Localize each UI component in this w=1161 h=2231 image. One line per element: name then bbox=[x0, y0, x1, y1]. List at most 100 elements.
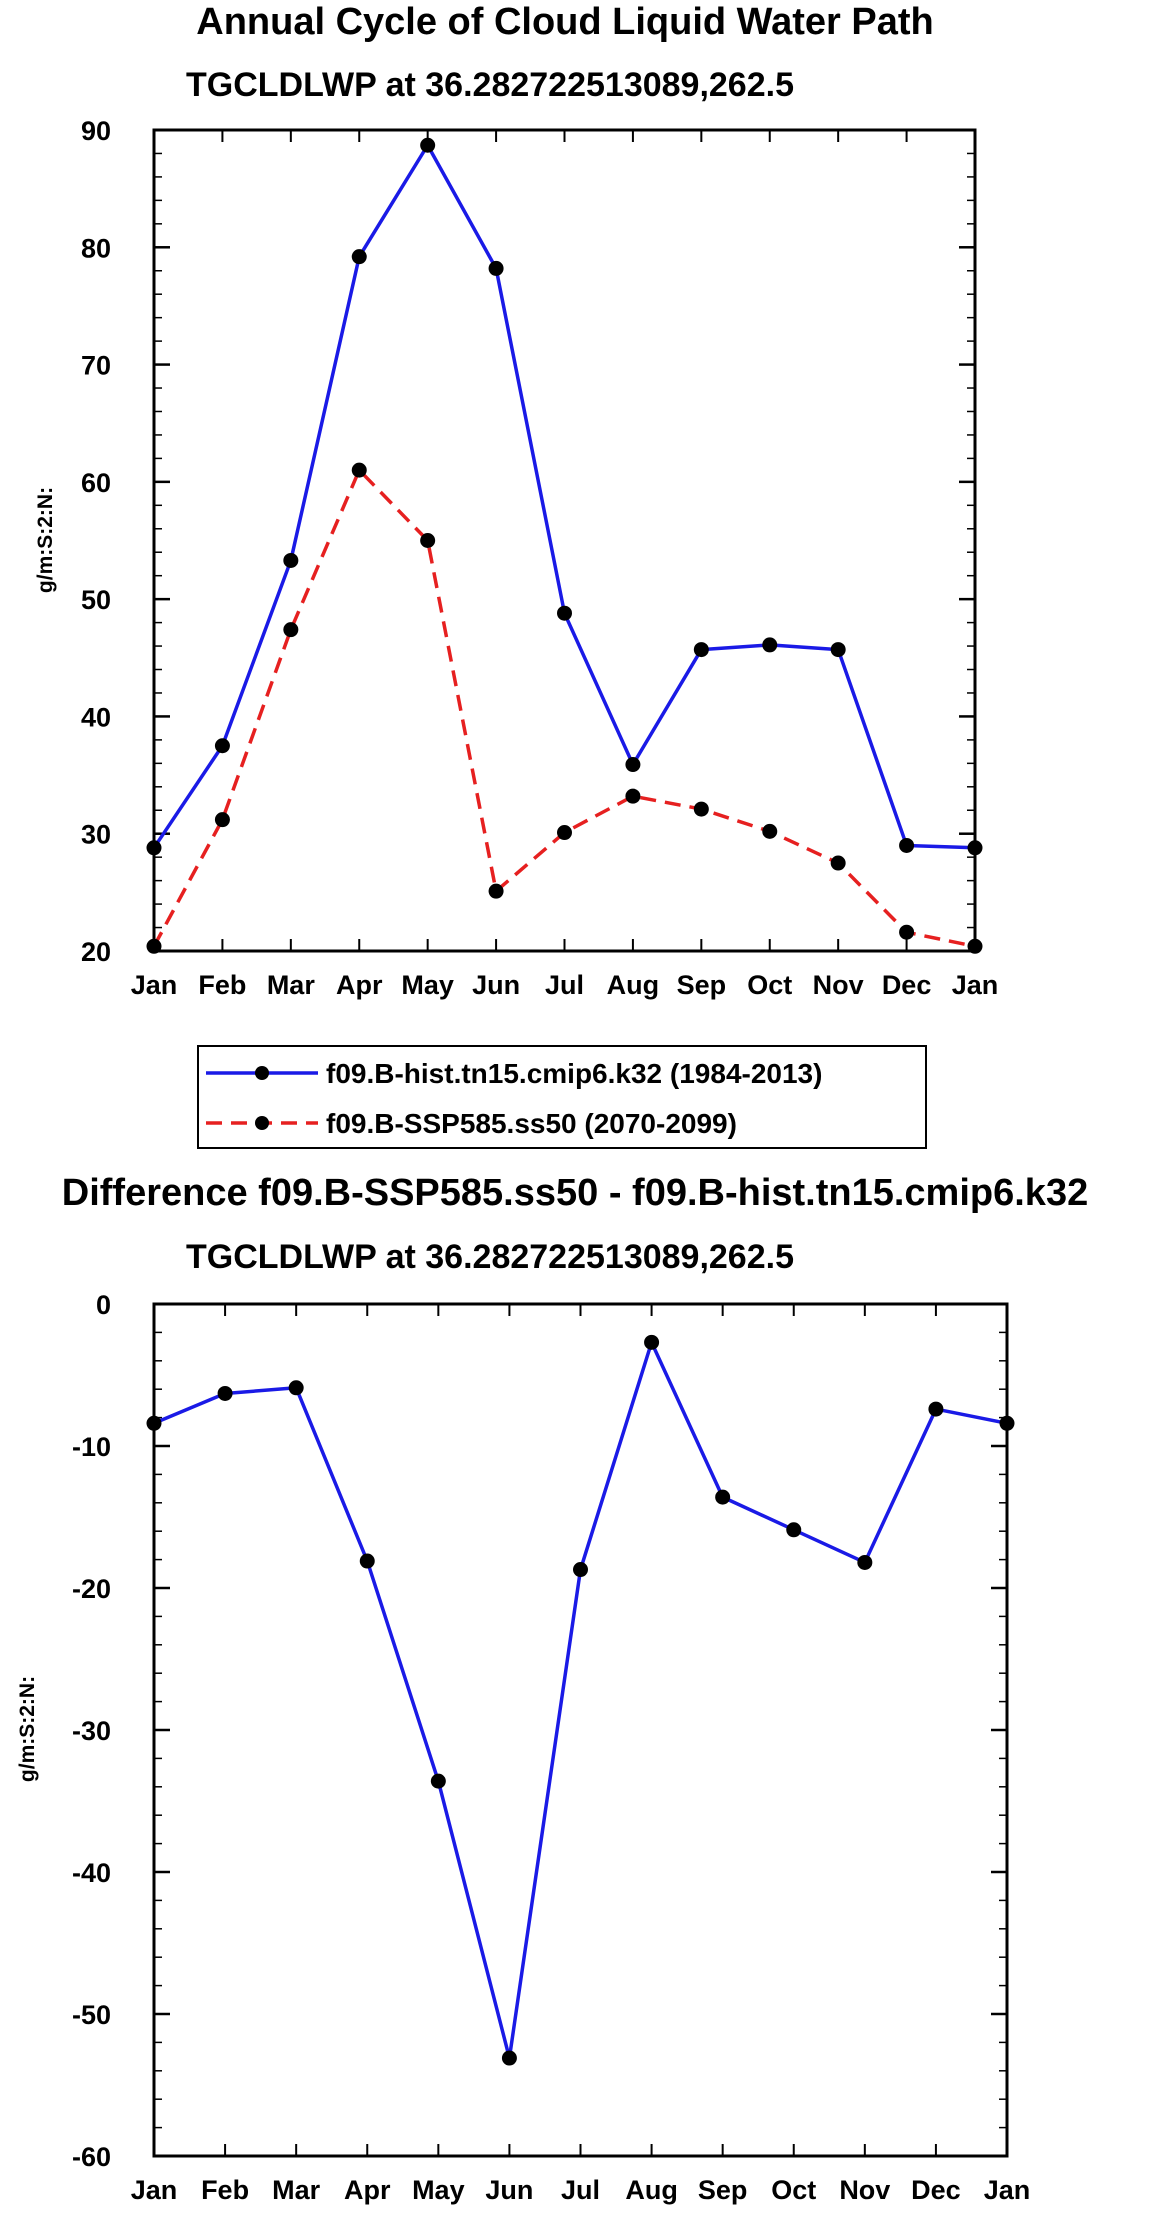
data-point bbox=[928, 1401, 944, 1417]
y-tick-label: 80 bbox=[81, 233, 111, 263]
x-tick-label: May bbox=[401, 970, 454, 1000]
data-point bbox=[899, 837, 915, 853]
chart1-series bbox=[146, 137, 983, 954]
data-point bbox=[644, 1334, 660, 1350]
y-tick-label: 90 bbox=[81, 116, 111, 146]
data-point bbox=[420, 137, 436, 153]
x-tick-label: Dec bbox=[911, 2175, 961, 2205]
x-tick-label: Jun bbox=[472, 970, 520, 1000]
legend-ssp-label: f09.B-SSP585.ss50 (2070-2099) bbox=[326, 1108, 737, 1139]
data-point bbox=[488, 883, 504, 899]
chart1-legend: f09.B-hist.tn15.cmip6.k32 (1984-2013) f0… bbox=[197, 1045, 927, 1149]
data-point bbox=[430, 1773, 446, 1789]
y-tick-label: -20 bbox=[72, 1574, 111, 1604]
data-point bbox=[786, 1522, 802, 1538]
data-point bbox=[351, 462, 367, 478]
x-tick-label: Nov bbox=[813, 970, 864, 1000]
legend-hist-label: f09.B-hist.tn15.cmip6.k32 (1984-2013) bbox=[326, 1058, 822, 1089]
chart1-plot-frame bbox=[152, 128, 977, 953]
y-tick-label: -50 bbox=[72, 2000, 111, 2030]
series-line bbox=[153, 1340, 1008, 2060]
y-tick-label: 70 bbox=[81, 351, 111, 381]
chart2-y-axis-label: g/m:S:2:N: bbox=[16, 1676, 39, 1782]
chart1-y-tick-labels: 20 30 40 50 60 70 80 90 bbox=[81, 116, 111, 967]
data-point bbox=[420, 533, 436, 548]
x-tick-label: Jan bbox=[952, 970, 999, 1000]
data-point bbox=[146, 938, 162, 954]
data-point bbox=[693, 642, 709, 658]
data-point bbox=[625, 757, 641, 773]
x-tick-label: Dec bbox=[882, 970, 932, 1000]
legend-box bbox=[197, 1045, 927, 1149]
x-tick-label: Oct bbox=[747, 970, 792, 1000]
x-tick-label: Jan bbox=[984, 2175, 1031, 2205]
data-point bbox=[283, 552, 299, 568]
x-tick-label: Sep bbox=[677, 970, 727, 1000]
x-tick-label: Jul bbox=[545, 970, 584, 1000]
data-point bbox=[501, 2050, 517, 2066]
y-tick-label: 40 bbox=[81, 702, 111, 732]
data-point bbox=[857, 1554, 873, 1570]
y-tick-label: -30 bbox=[72, 1716, 111, 1746]
data-point bbox=[288, 1380, 304, 1396]
y-tick-label: -40 bbox=[72, 1858, 111, 1888]
data-point bbox=[625, 788, 641, 804]
x-tick-label: Jan bbox=[131, 970, 178, 1000]
data-point bbox=[967, 938, 983, 954]
x-tick-label: Apr bbox=[336, 970, 383, 1000]
x-tick-label: May bbox=[412, 2175, 465, 2205]
data-point bbox=[762, 823, 778, 839]
x-tick-label: Oct bbox=[771, 2175, 816, 2205]
chart1-x-tick-labels: Jan Feb Mar Apr May Jun Jul Aug Sep Oct Nov Dec Jan bbox=[131, 970, 999, 1000]
chart1-subtitle: TGCLDLWP at 36.282722513089,262.5 bbox=[186, 66, 794, 104]
data-point bbox=[557, 825, 572, 841]
data-point bbox=[999, 1415, 1015, 1431]
x-tick-label: Apr bbox=[344, 2175, 391, 2205]
chart2-ticks bbox=[153, 1302, 1008, 2158]
chart2-series bbox=[146, 1334, 1015, 2066]
data-point bbox=[146, 1415, 162, 1431]
data-point bbox=[899, 924, 915, 940]
x-tick-label: Jul bbox=[561, 2175, 600, 2205]
data-point bbox=[283, 622, 299, 638]
y-tick-label: 0 bbox=[96, 1290, 111, 1320]
series-line bbox=[152, 143, 976, 850]
x-tick-label: Aug bbox=[625, 2175, 677, 2205]
x-tick-label: Feb bbox=[201, 2175, 249, 2205]
data-point bbox=[762, 637, 778, 653]
x-tick-label: Jun bbox=[485, 2175, 533, 2205]
data-point bbox=[351, 249, 367, 265]
x-tick-label: Aug bbox=[607, 970, 659, 1000]
data-point bbox=[967, 840, 983, 856]
data-point bbox=[488, 260, 504, 276]
x-tick-label: Mar bbox=[267, 970, 316, 1000]
data-point bbox=[557, 605, 572, 621]
data-point bbox=[693, 801, 709, 817]
y-tick-label: 30 bbox=[81, 820, 111, 850]
chart-difference: Difference f09.B-SSP585.ss50 - f09.B-his… bbox=[16, 1172, 1088, 2205]
chart1-title: Annual Cycle of Cloud Liquid Water Path bbox=[196, 1, 934, 43]
x-tick-label: Nov bbox=[839, 2175, 890, 2205]
chart-annual-cycle: Annual Cycle of Cloud Liquid Water Path … bbox=[34, 1, 999, 1149]
chart1-y-axis-label: g/m:S:2:N: bbox=[34, 487, 57, 593]
data-point bbox=[146, 840, 162, 856]
series-line bbox=[152, 468, 976, 949]
data-point bbox=[830, 855, 846, 871]
data-point bbox=[830, 642, 846, 658]
data-point bbox=[573, 1562, 588, 1578]
chart2-plot-frame bbox=[152, 1302, 1009, 2158]
x-tick-label: Sep bbox=[698, 2175, 748, 2205]
x-tick-label: Mar bbox=[272, 2175, 321, 2205]
y-tick-label: 60 bbox=[81, 468, 111, 498]
legend-hist-marker bbox=[255, 1066, 269, 1080]
legend-ssp-marker bbox=[255, 1116, 269, 1130]
data-point bbox=[214, 738, 230, 754]
data-point bbox=[715, 1489, 731, 1505]
y-tick-label: -10 bbox=[72, 1432, 111, 1462]
chart2-y-tick-labels: -60 -50 -40 -30 -20 -10 0 bbox=[72, 1290, 111, 2172]
x-tick-label: Jan bbox=[131, 2175, 178, 2205]
chart2-subtitle: TGCLDLWP at 36.282722513089,262.5 bbox=[186, 1238, 794, 1276]
x-tick-label: Feb bbox=[198, 970, 246, 1000]
chart2-title: Difference f09.B-SSP585.ss50 - f09.B-his… bbox=[62, 1172, 1088, 1214]
